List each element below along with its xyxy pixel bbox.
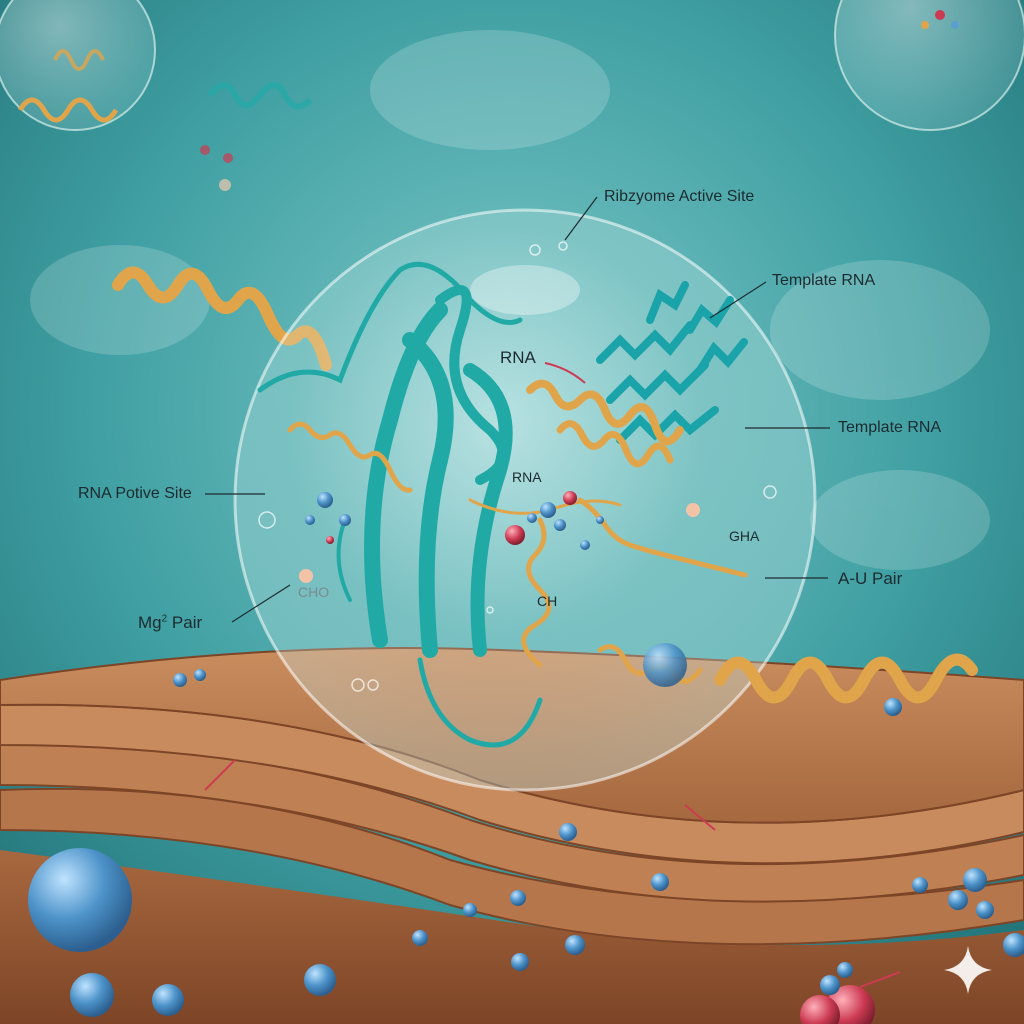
label-template-rna-right: Template RNA	[838, 419, 942, 436]
bubble-top-left	[0, 0, 156, 131]
label-rna-potive-site: RNA Potive Site	[78, 485, 192, 502]
sparkle-icon	[944, 946, 992, 994]
label-rna-upper: RNA	[500, 348, 536, 367]
label-au-pair: A-U Pair	[838, 569, 903, 588]
bubble-top-right	[834, 0, 1024, 131]
mg-pair-suffix: Pair	[167, 613, 203, 632]
label-ch: CH	[537, 593, 558, 609]
template-rna-cluster	[596, 281, 748, 444]
red-arrow-bottom	[859, 971, 901, 988]
rna-helix-right-outer	[714, 653, 978, 704]
small-bubbles	[258, 241, 777, 692]
mg-charge: 2	[161, 613, 168, 625]
ribozyme-protein-ribbon	[257, 261, 543, 748]
label-template-rna-top: Template RNA	[772, 272, 876, 289]
label-rna-center: RNA	[512, 469, 542, 485]
label-ribozyme-active-site: Ribzyome Active Site	[604, 188, 755, 205]
smoke-wisps	[30, 30, 990, 570]
mg-symbol: Mg	[138, 613, 162, 632]
label-mg-pair: Mg2 Pair	[138, 614, 202, 631]
label-gha: GHA	[729, 528, 760, 544]
leader-lines	[205, 196, 830, 623]
ions-and-molecules	[28, 491, 1024, 1024]
background-protein-fragment	[200, 82, 313, 191]
label-cho-faint: CHO	[298, 584, 330, 600]
red-arrow	[544, 362, 586, 384]
